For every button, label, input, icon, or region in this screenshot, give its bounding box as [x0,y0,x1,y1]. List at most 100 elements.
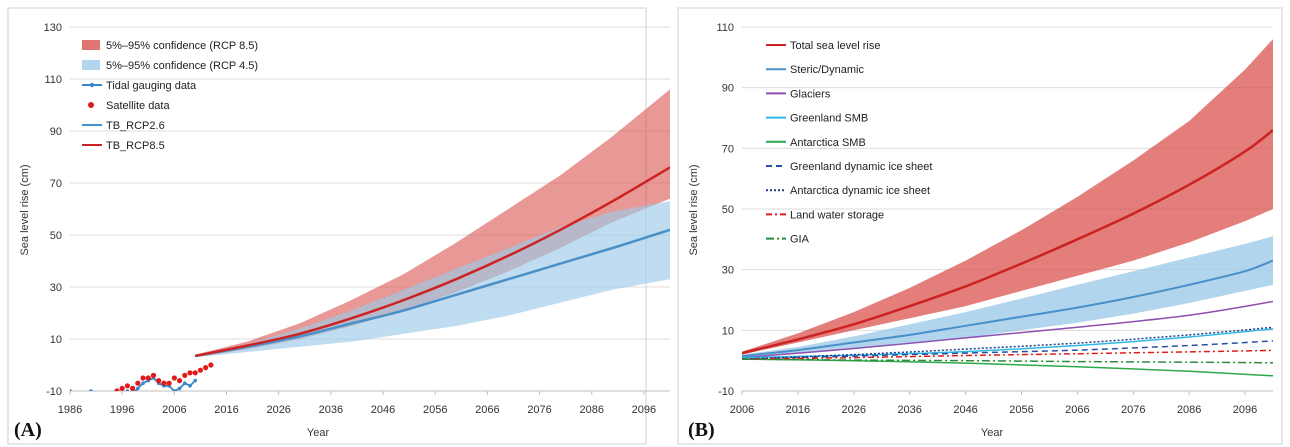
observation-point [119,385,125,391]
legend-label-3: Satellite data [106,100,170,112]
observation-point [166,380,172,386]
legend-label-6: Antarctica dynamic ice sheet [790,185,930,197]
observation-point [177,386,182,391]
observation-point [171,375,177,381]
series-line-8 [742,358,1273,364]
legend-swatch-3 [88,102,94,108]
x-tick-label: 2036 [897,404,921,416]
x-tick-label: 2036 [319,404,343,416]
series-line-0 [194,228,670,358]
observation-point [135,380,141,386]
observation-point [136,386,140,391]
legend-label-1: Steric/Dynamic [790,64,864,76]
x-tick-label: 2066 [475,404,499,416]
y-tick-label: 90 [722,83,734,95]
x-tick-label: 2056 [423,404,447,416]
observation-point [130,385,136,391]
x-tick-label: 2006 [162,404,186,416]
chart-panel-0: -10 10 30 50 70 90 110 130 1986 1996 2006 2016 2026 2… [7,7,670,445]
series-line-6 [742,326,1273,360]
legend-label-2: Tidal gauging data [106,80,197,92]
legend-label-7: Land water storage [790,209,884,221]
legend-label-4: TB_RCP2.6 [106,120,165,132]
legend-label-0: Total sea level rise [790,40,881,52]
legend-label-0: 5%–95% confidence (RCP 8.5) [106,40,258,52]
series-line-7 [742,349,1273,360]
legend-band-swatch [82,60,100,70]
x-tick-label: 2046 [371,404,395,416]
observation-point [176,378,183,384]
legend: 5%–95% confidence (RCP 8.5) 5%–95% confid… [82,40,258,152]
x-tick-label: 2086 [1177,404,1201,416]
y-tick-label: 10 [722,325,734,337]
x-tick-label: 2016 [214,404,238,416]
confidence-band-1 [742,236,1273,357]
x-tick-label: 2016 [786,404,810,416]
series-line-1 [742,259,1273,358]
observation-point [161,380,167,386]
observation-point [70,389,72,391]
observation-point [140,375,146,381]
series-line-1 [194,166,670,358]
y-tick-label: 110 [716,22,734,34]
observation-point [193,378,198,383]
legend: Total sea level rise Steric/Dynamic Glacie… [766,40,932,246]
y-tick-label: 50 [722,204,734,216]
observation-point [197,367,204,373]
y-tick-label: 30 [722,265,734,277]
legend-label-1: 5%–95% confidence (RCP 4.5) [106,60,258,72]
legend-label-5: Greenland dynamic ice sheet [790,161,932,173]
series-line-5 [742,340,1273,360]
legend-swatch-2 [82,82,102,88]
x-tick-label: 1986 [58,404,82,416]
legend-swatch-0 [82,40,100,50]
observation-point [208,362,214,368]
y-tick-label: -10 [718,386,734,398]
observation-point [141,381,145,386]
observation-point [203,365,209,371]
series-line-0 [742,129,1273,355]
legend-label-5: TB_RCP8.5 [106,140,165,152]
y-tick-label: 70 [50,178,62,190]
legend-label-2: Glaciers [790,88,831,100]
x-tick-label: 2076 [527,404,551,416]
y-axis-title: Sea level rise (cm) [688,164,700,255]
y-tick-label: 70 [722,143,734,155]
y-axis-title: Sea level rise (cm) [19,164,31,255]
observation-point [182,381,187,386]
observation-point [145,375,151,381]
x-tick-label: 2056 [1009,404,1033,416]
legend-marker-swatch [89,82,95,88]
x-tick-label: 2066 [1065,404,1089,416]
plot-area [742,39,1273,377]
legend-label-4: Antarctica SMB [790,137,866,149]
observation-point [156,378,162,384]
y-tick-label: 110 [44,74,62,86]
y-tick-label: 50 [50,230,62,242]
panel-label: (A) [14,419,42,441]
x-axis-title: Year [981,427,1004,439]
panel-label: (B) [688,419,715,441]
observation-point [188,384,192,388]
x-tick-label: 2096 [1233,404,1257,416]
observation-point [172,389,177,391]
chart-panel-1: -10 10 30 50 70 90 110 2006 2016 2026 2036 2046 2056… [677,7,1283,445]
y-tick-label: 30 [50,282,62,294]
confidence-band-1 [195,201,670,358]
x-tick-label: 2046 [953,404,977,416]
y-tick-label: 90 [50,126,62,138]
x-tick-label: 1996 [110,404,134,416]
x-axis-title: Year [307,427,330,439]
observation-point [124,383,130,389]
observation-point [89,389,93,391]
series-line-2 [742,300,1273,359]
legend-swatch-1 [82,60,100,70]
legend-band-swatch [82,40,100,50]
legend-label-8: GIA [790,234,810,246]
observation-point [192,370,198,376]
observation-point [187,370,193,376]
observation-point [125,389,130,391]
legend-label-3: Greenland SMB [790,113,868,125]
